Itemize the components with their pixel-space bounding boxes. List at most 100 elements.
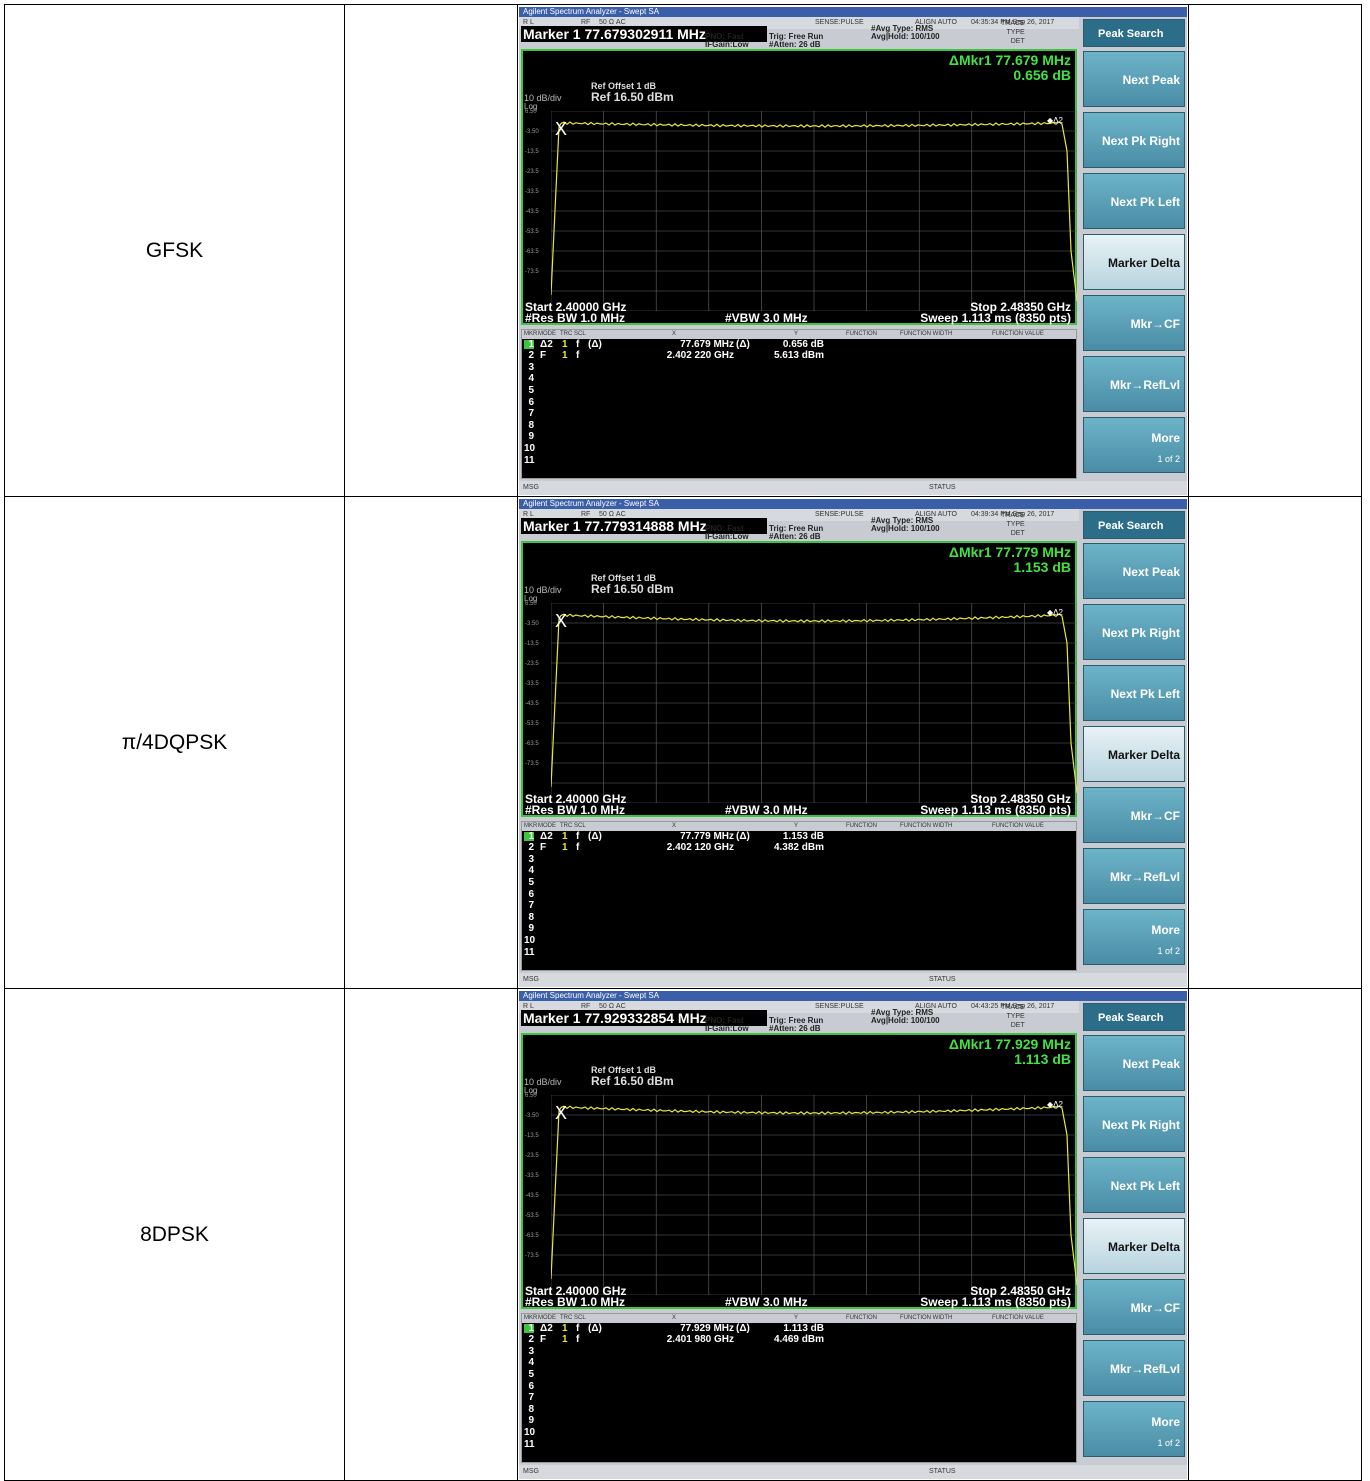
marker-row[interactable]: 10: [522, 443, 1070, 453]
marker-row[interactable]: 4: [522, 374, 1070, 384]
marker-row[interactable]: 8: [522, 912, 1070, 922]
marker-delta-button[interactable]: Marker Delta: [1083, 725, 1185, 782]
y-tick-label: -3.50: [525, 128, 539, 135]
status-impedance: 50 Ω AC: [599, 1002, 626, 1010]
marker-x: 2.401 980 GHz: [666, 1334, 734, 1346]
mkr-cf-button[interactable]: Mkr→CF: [1083, 294, 1185, 351]
mkr-reflvl-button[interactable]: Mkr→RefLvl: [1083, 355, 1185, 412]
next-pk-right-button[interactable]: Next Pk Right: [1083, 111, 1185, 168]
modulation-label: π/4DQPSK: [121, 730, 228, 754]
more-button[interactable]: More 1 of 2: [1083, 416, 1185, 473]
marker-row[interactable]: 5: [522, 877, 1070, 887]
marker-x: 2.402 120 GHz: [666, 842, 734, 854]
mkr-cf-button[interactable]: Mkr→CF: [1083, 786, 1185, 843]
marker-row[interactable]: 3: [522, 362, 1070, 372]
vbw-setting: #VBW 3.0 MHz: [725, 802, 808, 817]
marker-row[interactable]: 9: [522, 924, 1070, 934]
marker-row[interactable]: 11: [522, 1439, 1070, 1449]
next-peak-button[interactable]: Next Peak: [1083, 542, 1185, 599]
status-label: STATUS: [929, 483, 956, 491]
next-pk-right-button[interactable]: Next Pk Right: [1083, 603, 1185, 660]
stop-freq: Stop 2.48350 GHz: [970, 1283, 1071, 1298]
next-pk-left-button[interactable]: Next Pk Left: [1083, 1156, 1185, 1213]
marker-row[interactable]: 6: [522, 397, 1070, 407]
marker-trace: 1: [562, 1334, 568, 1346]
marker-row[interactable]: 4: [522, 1358, 1070, 1368]
y-tick-label: 6.50: [525, 600, 537, 607]
screenshot-cell: Agilent Spectrum Analyzer - Swept SA R L R…: [517, 4, 1189, 497]
marker-row[interactable]: 11: [522, 455, 1070, 465]
marker-row[interactable]: 2 F 1 f 2.401 980 GHz 4.469 dBm: [522, 1334, 1070, 1346]
marker-row[interactable]: 7: [522, 900, 1070, 912]
mkr-reflvl-button[interactable]: Mkr→RefLvl: [1083, 1339, 1185, 1396]
sweep-setting: Sweep 1.113 ms (8350 pts): [920, 1294, 1071, 1309]
row-number: 3: [528, 853, 534, 865]
marker-row[interactable]: 2 F 1 f 2.402 120 GHz 4.382 dBm: [522, 842, 1070, 854]
table-header-cell: SCL: [574, 330, 586, 337]
marker-row[interactable]: 4: [522, 866, 1070, 876]
marker-row[interactable]: 9: [522, 432, 1070, 442]
marker-row[interactable]: 1 Δ2 1 f (Δ) 77.779 MHz (Δ) 1.153 dB: [522, 831, 1070, 841]
next-peak-button[interactable]: Next Peak: [1083, 1034, 1185, 1091]
marker-scale: f: [576, 1322, 580, 1334]
marker-row[interactable]: 6: [522, 1381, 1070, 1391]
spectrum-trace: [551, 120, 1077, 301]
atten-setting: #Atten: 26 dB: [769, 531, 821, 541]
table-header-cell: X: [672, 1314, 677, 1321]
marker-row[interactable]: 5: [522, 1369, 1070, 1379]
marker-table: MKR MODE TRC SCL X Y FUNCTION FUNCTION WIDTH FUN…: [521, 1312, 1077, 1463]
next-pk-right-button[interactable]: Next Pk Right: [1083, 1095, 1185, 1152]
results-table: GFSK Agilent Spectrum Analyzer - Swept S…: [4, 4, 1362, 1481]
mkr-cf-button[interactable]: Mkr→CF: [1083, 1278, 1185, 1335]
marker-row[interactable]: 1 Δ2 1 f (Δ) 77.929 MHz (Δ) 1.113 dB: [522, 1322, 1070, 1334]
table-header-cell: TRC: [560, 330, 573, 337]
marker-table: MKR MODE TRC SCL X Y FUNCTION FUNCTION WIDTH FUN…: [521, 328, 1077, 479]
spectrum-plot: Ref Offset 1 dB 10 dB/div Ref 16.50 dBm Log…: [521, 540, 1077, 817]
mkr-reflvl-button[interactable]: Mkr→RefLvl: [1083, 847, 1185, 904]
message-bar: MSG STATUS: [519, 972, 1187, 987]
table-header-cell: MKR: [524, 822, 538, 829]
marker-row[interactable]: 9: [522, 1415, 1070, 1427]
avg-hold: Avg|Hold: 100/100: [871, 1015, 940, 1025]
next-pk-left-button[interactable]: Next Pk Left: [1083, 664, 1185, 721]
marker-trace: 1: [562, 1322, 568, 1334]
ref-level: Ref 16.50 dBm: [591, 89, 674, 104]
marker-row[interactable]: 2 F 1 f 2.402 220 GHz 5.613 dBm: [522, 351, 1070, 361]
next-pk-left-button[interactable]: Next Pk Left: [1083, 172, 1185, 229]
delta-marker-icon: ◆Δ2: [1047, 116, 1063, 125]
log-label: Log: [524, 101, 538, 111]
spectrum-graph: X ◆Δ2: [551, 110, 1077, 311]
marker-delta-button[interactable]: Marker Delta: [1083, 1217, 1185, 1274]
marker-row[interactable]: 5: [522, 385, 1070, 395]
more-button[interactable]: More 1 of 2: [1083, 1400, 1185, 1457]
table-header-cell: MKR: [524, 1314, 538, 1321]
trig-setting: Trig: Free Run: [769, 523, 824, 533]
empty-cell: [344, 496, 518, 989]
marker-row[interactable]: 10: [522, 1427, 1070, 1437]
marker-delta-button[interactable]: Marker Delta: [1083, 233, 1185, 290]
marker-row[interactable]: 11: [522, 947, 1070, 957]
spectrum-trace: [551, 1104, 1077, 1285]
marker-row[interactable]: 7: [522, 409, 1070, 419]
more-button[interactable]: More 1 of 2: [1083, 908, 1185, 965]
marker-row[interactable]: 6: [522, 889, 1070, 899]
marker-x-icon: X: [555, 119, 567, 139]
rbw-setting: #Res BW 1.0 MHz: [525, 310, 626, 325]
marker-y-delta: (Δ): [736, 338, 750, 350]
row-number: 9: [528, 1415, 534, 1427]
table-header-cell: MODE: [538, 822, 556, 829]
window-title: Agilent Spectrum Analyzer - Swept SA: [519, 498, 1187, 509]
marker-row[interactable]: 7: [522, 1393, 1070, 1403]
marker-row[interactable]: 10: [522, 935, 1070, 945]
marker-row[interactable]: 3: [522, 853, 1070, 865]
marker-row[interactable]: 8: [522, 420, 1070, 430]
stop-freq: Stop 2.48350 GHz: [970, 299, 1071, 314]
delta-marker-value: 0.656 dB: [1013, 66, 1071, 83]
log-label: Log: [524, 593, 538, 603]
marker-row[interactable]: 3: [522, 1346, 1070, 1356]
marker-row[interactable]: 1 Δ2 1 f (Δ) 77.679 MHz (Δ) 0.656 dB: [522, 338, 1070, 350]
marker-row[interactable]: 8: [522, 1404, 1070, 1414]
marker-x: 77.679 MHz: [680, 338, 734, 350]
row-number: 7: [528, 900, 534, 912]
next-peak-button[interactable]: Next Peak: [1083, 50, 1185, 107]
